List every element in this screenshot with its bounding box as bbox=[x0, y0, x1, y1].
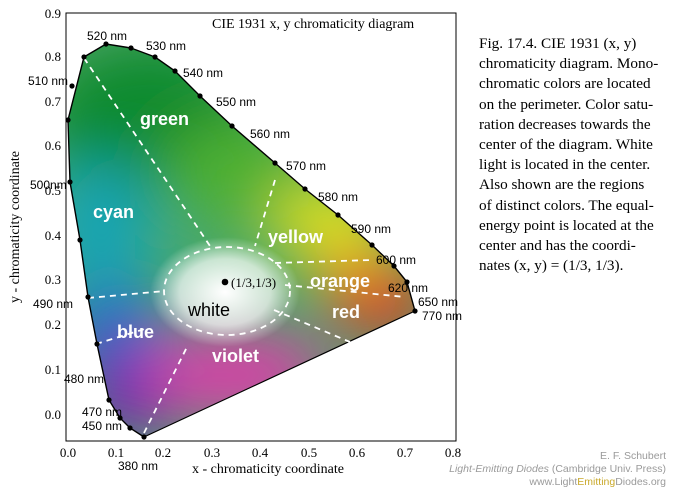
wavelength-labels: 520 nm 530 nm 540 nm 550 nm 560 nm 570 n… bbox=[28, 29, 462, 473]
region-label-yellow: yellow bbox=[268, 227, 324, 247]
chart-title: CIE 1931 x, y chromaticity diagram bbox=[212, 17, 414, 32]
wl-620: 620 nm bbox=[388, 281, 428, 295]
wl-560: 560 nm bbox=[250, 127, 290, 141]
white-point-label: (1/3,1/3) bbox=[231, 275, 276, 290]
caption-line: center and has the coordi- bbox=[479, 237, 636, 255]
x-tick: 0.6 bbox=[349, 445, 366, 460]
wl-520: 520 nm bbox=[87, 29, 127, 43]
region-boundaries bbox=[83, 57, 406, 434]
region-label-cyan: cyan bbox=[93, 202, 134, 222]
credits-author: E. F. Schubert bbox=[600, 450, 666, 462]
caption-line: chromatic colors are located bbox=[479, 75, 651, 93]
y-tick: 0.0 bbox=[45, 407, 61, 422]
site-emitting: Emitting bbox=[577, 476, 616, 488]
y-tick: 0.2 bbox=[45, 317, 61, 332]
wl-550: 550 nm bbox=[216, 95, 256, 109]
caption-line: energy point is located at the bbox=[479, 216, 654, 234]
x-tick: 0.4 bbox=[252, 445, 269, 460]
x-tick: 0.5 bbox=[301, 445, 317, 460]
region-label-red: red bbox=[332, 302, 360, 322]
wl-470: 470 nm bbox=[82, 405, 122, 419]
region-label-blue: blue bbox=[117, 322, 154, 342]
caption-line: Also shown are the regions bbox=[479, 176, 645, 194]
caption-line: of distinct colors. The equal- bbox=[479, 196, 654, 214]
x-tick: 0.1 bbox=[108, 445, 124, 460]
wl-770: 770 nm bbox=[422, 309, 462, 323]
color-gamut-fill bbox=[68, 44, 415, 437]
wl-480: 480 nm bbox=[64, 372, 104, 386]
wl-590: 590 nm bbox=[351, 222, 391, 236]
region-label-white: white bbox=[187, 300, 230, 320]
y-tick: 0.3 bbox=[45, 272, 61, 287]
wavelength-dots bbox=[65, 41, 418, 440]
wl-570: 570 nm bbox=[286, 159, 326, 173]
y-axis-label: y - chromaticity coordinate bbox=[8, 151, 23, 303]
x-tick-labels: 0.0 0.1 0.2 0.3 0.4 0.5 0.6 0.7 0.8 bbox=[60, 445, 461, 460]
x-tick: 0.7 bbox=[397, 445, 414, 460]
site-prefix: www. bbox=[529, 476, 555, 488]
wl-650: 650 nm bbox=[418, 295, 458, 309]
credits-publisher: (Cambridge Univ. Press) bbox=[551, 463, 666, 475]
credits-book: Light-Emitting Diodes (Cambridge Univ. P… bbox=[449, 463, 666, 476]
credits-book-title: Light-Emitting Diodes bbox=[449, 463, 549, 475]
y-tick: 0.1 bbox=[45, 362, 61, 377]
site-diodes: Diodes bbox=[615, 476, 648, 488]
caption-line: Fig. 17.4. CIE 1931 (x, y) bbox=[479, 35, 637, 52]
chromaticity-diagram: (1/3,1/3) CIE 1931 x, y chromaticity dia… bbox=[8, 6, 462, 477]
caption-line: on the perimeter. Color satu- bbox=[479, 95, 654, 113]
wl-380: 380 nm bbox=[118, 459, 158, 473]
x-tick: 0.8 bbox=[445, 445, 461, 460]
site-light: Light bbox=[554, 476, 578, 488]
y-tick: 0.9 bbox=[45, 6, 61, 21]
credits: E. F. Schubert Light-Emitting Diodes (Ca… bbox=[449, 450, 666, 489]
wl-510: 510 nm bbox=[28, 74, 68, 88]
caption-line: ration decreases towards the bbox=[479, 115, 651, 133]
wl-600: 600 nm bbox=[376, 253, 416, 267]
x-tick: 0.0 bbox=[60, 445, 76, 460]
plot-frame bbox=[65, 12, 457, 442]
figure-caption: Fig. 17.4. CIE 1931 (x, y) chromaticity … bbox=[479, 34, 674, 276]
caption-line: chromaticity diagram. Mono- bbox=[479, 55, 659, 73]
x-axis-label: x - chromaticity coordinate bbox=[192, 462, 344, 477]
wl-450: 450 nm bbox=[82, 419, 122, 433]
y-tick-labels: 0.0 0.1 0.2 0.3 0.4 0.5 0.6 0.7 0.8 0.9 bbox=[45, 6, 62, 422]
x-tick: 0.2 bbox=[155, 445, 171, 460]
white-point-marker bbox=[221, 278, 229, 286]
y-tick: 0.6 bbox=[45, 138, 62, 153]
caption-line: center of the diagram. White bbox=[479, 136, 653, 154]
region-labels: green cyan blue violet yellow orange red… bbox=[93, 109, 370, 366]
caption-line: light is located in the center. bbox=[479, 156, 651, 174]
wl-530: 530 nm bbox=[146, 39, 186, 53]
credits-website: www.LightEmittingDiodes.org bbox=[449, 476, 666, 489]
line-of-purples bbox=[143, 310, 416, 438]
wl-580: 580 nm bbox=[318, 190, 358, 204]
region-label-orange: orange bbox=[310, 271, 370, 291]
wl-490: 490 nm bbox=[33, 297, 73, 311]
wl-500: 500nm bbox=[30, 178, 67, 192]
region-label-green: green bbox=[140, 109, 189, 129]
x-tick: 0.3 bbox=[204, 445, 220, 460]
wl-540: 540 nm bbox=[183, 66, 223, 80]
y-tick: 0.7 bbox=[45, 94, 62, 109]
site-suffix: .org bbox=[647, 476, 666, 488]
y-tick: 0.4 bbox=[45, 228, 62, 243]
caption-line: nates (x, y) = (1/3, 1/3). bbox=[479, 257, 624, 275]
y-tick: 0.8 bbox=[45, 49, 61, 64]
y-tick: 0.5 bbox=[45, 183, 61, 198]
region-label-violet: violet bbox=[212, 346, 259, 366]
